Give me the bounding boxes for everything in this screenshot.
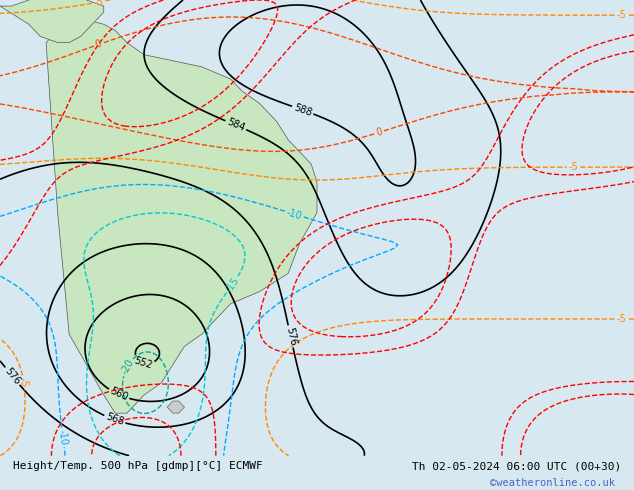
Text: -5: -5 <box>18 377 29 388</box>
Text: -10: -10 <box>285 207 304 221</box>
Text: 0: 0 <box>375 126 384 138</box>
Text: ©weatheronline.co.uk: ©weatheronline.co.uk <box>490 478 615 488</box>
Text: 576: 576 <box>284 326 297 346</box>
Text: 588: 588 <box>292 102 313 118</box>
Text: 576: 576 <box>3 366 22 387</box>
Text: 0: 0 <box>94 39 103 50</box>
Text: 584: 584 <box>225 117 246 133</box>
Text: Height/Temp. 500 hPa [gdmp][°C] ECMWF: Height/Temp. 500 hPa [gdmp][°C] ECMWF <box>13 461 262 471</box>
Text: -15: -15 <box>224 275 241 294</box>
Polygon shape <box>46 18 317 413</box>
Text: -10: -10 <box>57 429 69 446</box>
Text: 568: 568 <box>105 412 125 428</box>
Text: -20: -20 <box>119 358 136 376</box>
Text: Th 02-05-2024 06:00 UTC (00+30): Th 02-05-2024 06:00 UTC (00+30) <box>412 461 621 471</box>
Text: -5: -5 <box>616 10 626 20</box>
Text: -5: -5 <box>569 162 578 172</box>
Text: -5: -5 <box>616 314 626 324</box>
Polygon shape <box>167 401 184 413</box>
Text: -5: -5 <box>93 0 105 8</box>
Polygon shape <box>0 0 104 43</box>
Text: 552: 552 <box>133 355 154 370</box>
Text: 560: 560 <box>108 386 129 403</box>
